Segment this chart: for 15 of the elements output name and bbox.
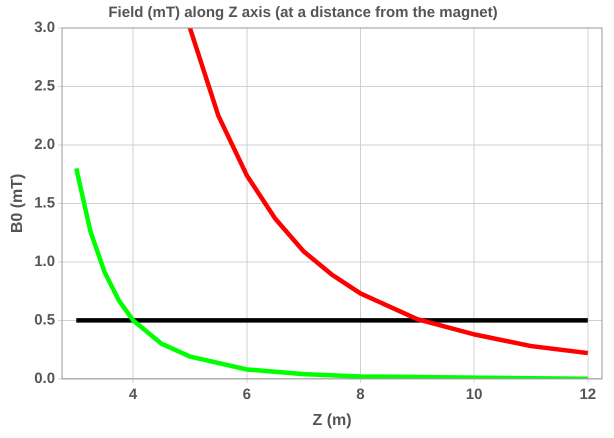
x-tick-label: 6 [242,386,251,403]
y-tick-label: 2.0 [34,136,56,154]
y-tick-label: 0.5 [34,311,56,328]
x-axis-title: Z (m) [312,412,352,429]
y-tick-label: 0.0 [34,370,56,387]
x-tick-label: 8 [356,386,365,403]
y-axis-title: B0 (mT) [9,174,26,234]
y-tick-label: 1.5 [34,194,56,212]
x-tick-label: 12 [579,386,596,403]
chart-title: Field (mT) along Z axis (at a distance from the magnet) [108,4,498,22]
y-tick-label: 2.5 [34,78,56,95]
y-tick-label: 1.0 [34,253,56,270]
x-tick-label: 10 [466,386,482,403]
x-tick-label: 4 [128,386,138,403]
y-tick-label: 3.0 [34,19,56,36]
